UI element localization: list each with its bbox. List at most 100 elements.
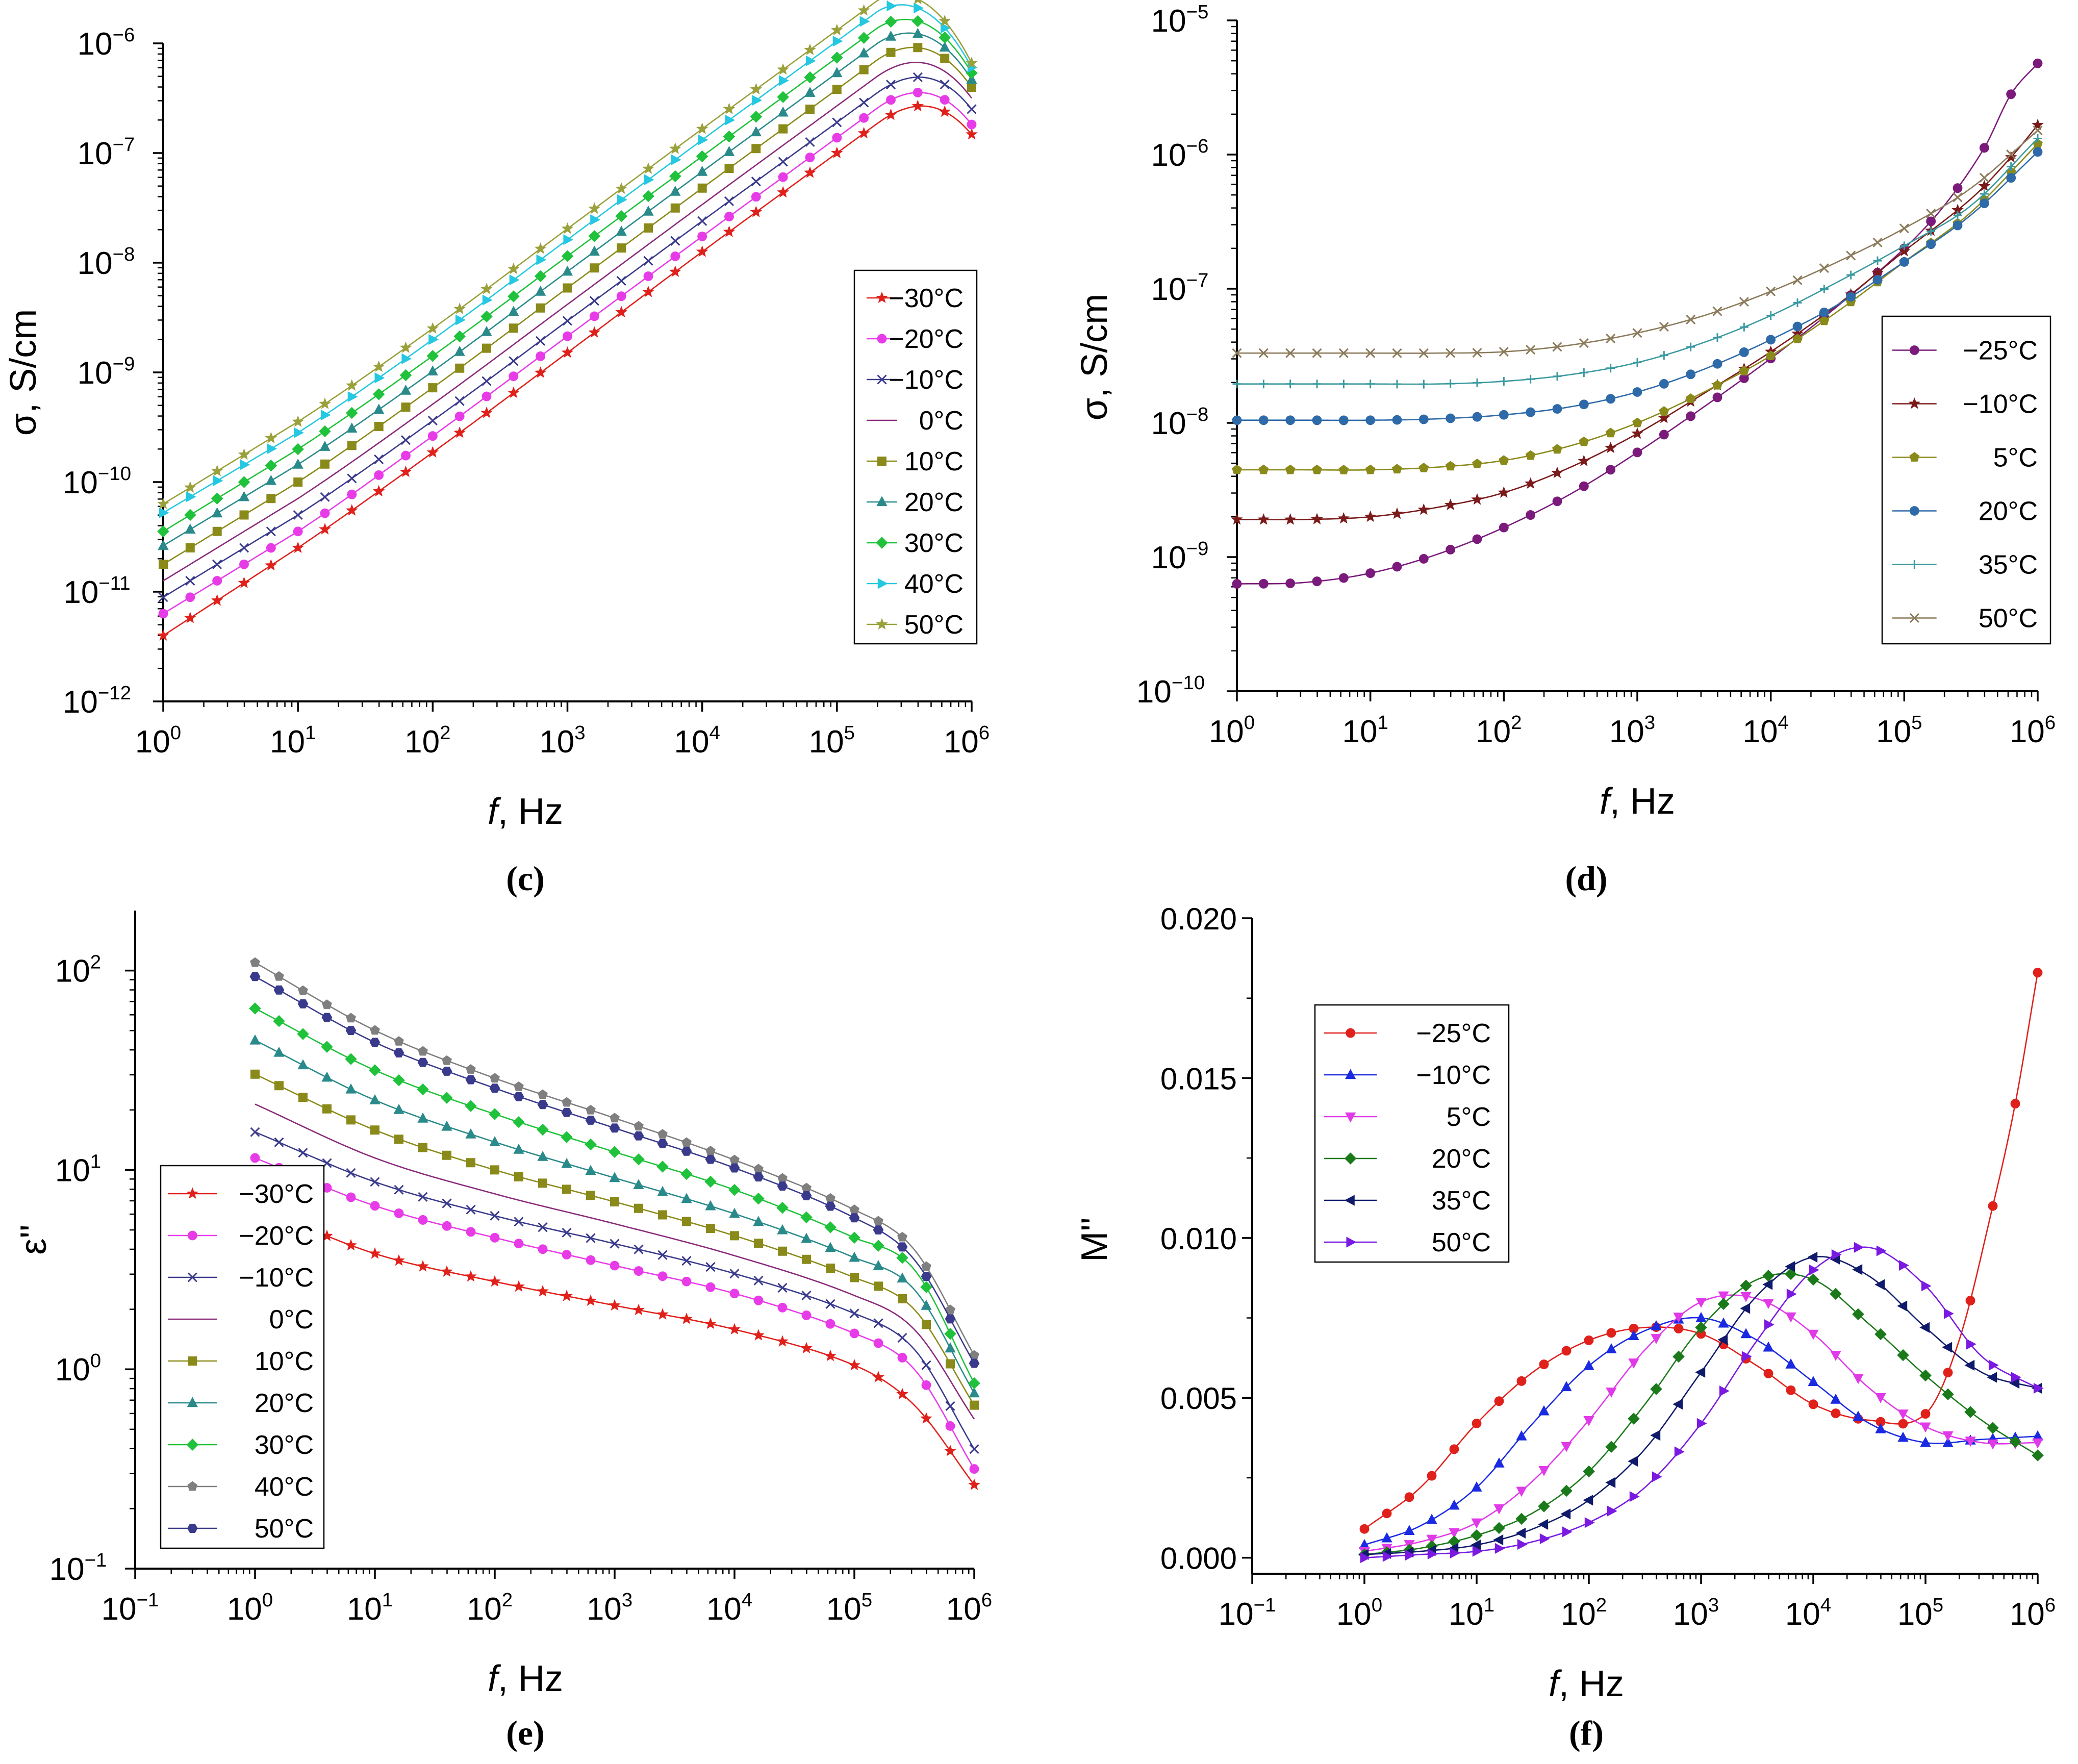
data-point (1471, 1529, 1483, 1542)
data-point (751, 192, 761, 202)
data-point (873, 1318, 883, 1328)
data-point (1792, 321, 1803, 332)
data-point (466, 1064, 476, 1074)
y-tick-label: 0.015 (1160, 1062, 1237, 1096)
data-point (1966, 1339, 1976, 1350)
data-point (399, 341, 412, 353)
data-point (1382, 1508, 1392, 1519)
data-point (292, 415, 305, 427)
data-point (454, 411, 465, 421)
legend-label: 10°C (255, 1347, 314, 1376)
data-point (455, 363, 465, 373)
data-point (393, 1048, 404, 1057)
data-point (696, 150, 708, 163)
data-point (1718, 1317, 1729, 1328)
data-point (1516, 1486, 1527, 1497)
legend-item: 50°C (168, 1514, 314, 1544)
data-point (1785, 1261, 1795, 1272)
data-point (945, 1401, 955, 1411)
data-point (633, 1121, 644, 1131)
data-point (753, 1164, 764, 1174)
data-point (825, 1299, 835, 1309)
data-point (265, 432, 277, 444)
data-point (426, 322, 439, 334)
data-point (1579, 436, 1589, 446)
data-point (657, 1250, 668, 1260)
data-point (480, 406, 493, 418)
data-point (1717, 1298, 1730, 1310)
data-point (1526, 407, 1536, 417)
data-point (849, 1204, 859, 1214)
legend-label: −10°C (889, 365, 964, 395)
data-point (1232, 348, 1242, 358)
data-point (563, 283, 572, 293)
data-point (322, 1104, 332, 1114)
legend-marker (187, 1272, 197, 1282)
data-point (1365, 568, 1376, 578)
data-point (184, 612, 196, 623)
data-point (370, 1201, 380, 1211)
data-point (417, 1083, 429, 1096)
data-point (1493, 1534, 1504, 1546)
legend-label: 20°C (1432, 1144, 1491, 1174)
data-point (507, 386, 520, 398)
data-point (642, 285, 654, 297)
data-point (1659, 406, 1669, 416)
data-point (2009, 1435, 2021, 1448)
series-40°C (159, 1, 978, 518)
data-point (643, 271, 653, 281)
data-point (1552, 496, 1562, 507)
data-point (1605, 427, 1616, 438)
data-point (801, 1291, 812, 1301)
legend-item: 20°C (867, 488, 964, 517)
data-point (885, 30, 897, 41)
data-point (1258, 348, 1269, 358)
data-point (779, 75, 789, 86)
data-point (346, 1192, 356, 1202)
data-point (939, 31, 951, 44)
data-point (872, 1240, 884, 1252)
data-point (1579, 368, 1588, 377)
series-−10°C (1359, 1312, 2043, 1549)
data-point (1807, 1251, 1818, 1263)
data-point (1365, 348, 1376, 358)
data-point (298, 1093, 308, 1102)
data-point (320, 409, 331, 421)
data-point (2011, 1372, 2021, 1383)
data-point (453, 330, 466, 343)
data-point (1259, 380, 1268, 389)
data-point (2032, 118, 2044, 131)
series-10°C (159, 43, 976, 569)
data-point (849, 1328, 859, 1339)
data-point (265, 459, 277, 472)
data-point (1472, 1546, 1483, 1557)
data-point (1583, 1465, 1595, 1478)
data-point (1258, 415, 1269, 425)
data-point (1927, 226, 1936, 236)
data-point (859, 65, 869, 74)
data-point (1392, 380, 1402, 389)
data-point (212, 576, 222, 586)
data-point (1785, 1312, 1796, 1323)
data-point (750, 206, 763, 217)
y-tick-label: 10−5 (1151, 1, 1209, 39)
legend-label: 40°C (255, 1472, 314, 1502)
data-point (508, 290, 520, 303)
data-point (1632, 447, 1642, 458)
data-point (1695, 1367, 1706, 1378)
data-point (1583, 1495, 1593, 1506)
x-tick-label: 102 (1476, 712, 1522, 749)
data-point (1312, 415, 1322, 425)
series-−25°C (1359, 968, 2043, 1534)
data-point (804, 43, 816, 55)
data-point (1525, 450, 1536, 460)
data-point (589, 296, 599, 306)
data-point (921, 1272, 932, 1281)
data-point (1628, 1330, 1639, 1340)
data-point (670, 203, 680, 213)
data-point (1450, 1547, 1460, 1559)
x-tick-label: 103 (587, 1589, 632, 1627)
legend-label: −25°C (1963, 336, 2038, 366)
data-point (633, 1131, 644, 1141)
data-point (777, 1181, 788, 1191)
